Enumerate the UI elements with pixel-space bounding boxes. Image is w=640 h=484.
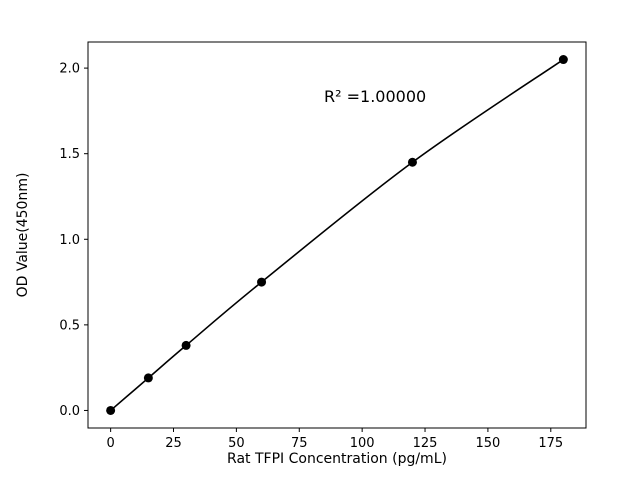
x-tick-label: 0 [106, 436, 114, 451]
y-tick-label: 2.0 [59, 62, 80, 77]
y-tick-label: 1.0 [59, 233, 80, 248]
plot-border [87, 41, 587, 429]
data-point-marker [407, 157, 417, 167]
x-tick-label: 150 [475, 436, 500, 451]
standard-curve-line [110, 58, 564, 412]
data-point-marker [143, 373, 153, 383]
plot-layer: 0 25 50 75 100 125 150 175 0.0 0.5 1.0 1.5 2.0 [59, 41, 587, 451]
y-axis-label: OD Value(450nm) [15, 173, 31, 298]
data-point-marker [106, 405, 116, 415]
r-squared-annotation: R² =1.00000 [324, 87, 426, 106]
x-tick-label: 100 [350, 436, 375, 451]
x-tick-label: 75 [291, 436, 308, 451]
data-point-marker [558, 55, 568, 65]
y-tick-label: 0.0 [59, 404, 80, 419]
data-point-marker [181, 340, 191, 350]
x-tick-label: 125 [413, 436, 438, 451]
x-tick-label: 175 [538, 436, 563, 451]
y-tick-label: 0.5 [59, 318, 80, 333]
x-tick-label: 50 [228, 436, 245, 451]
y-tick-label: 1.5 [59, 147, 80, 162]
x-axis-label: Rat TFPI Concentration (pg/mL) [227, 451, 447, 467]
x-tick-label: 25 [165, 436, 182, 451]
data-point-marker [257, 277, 267, 287]
